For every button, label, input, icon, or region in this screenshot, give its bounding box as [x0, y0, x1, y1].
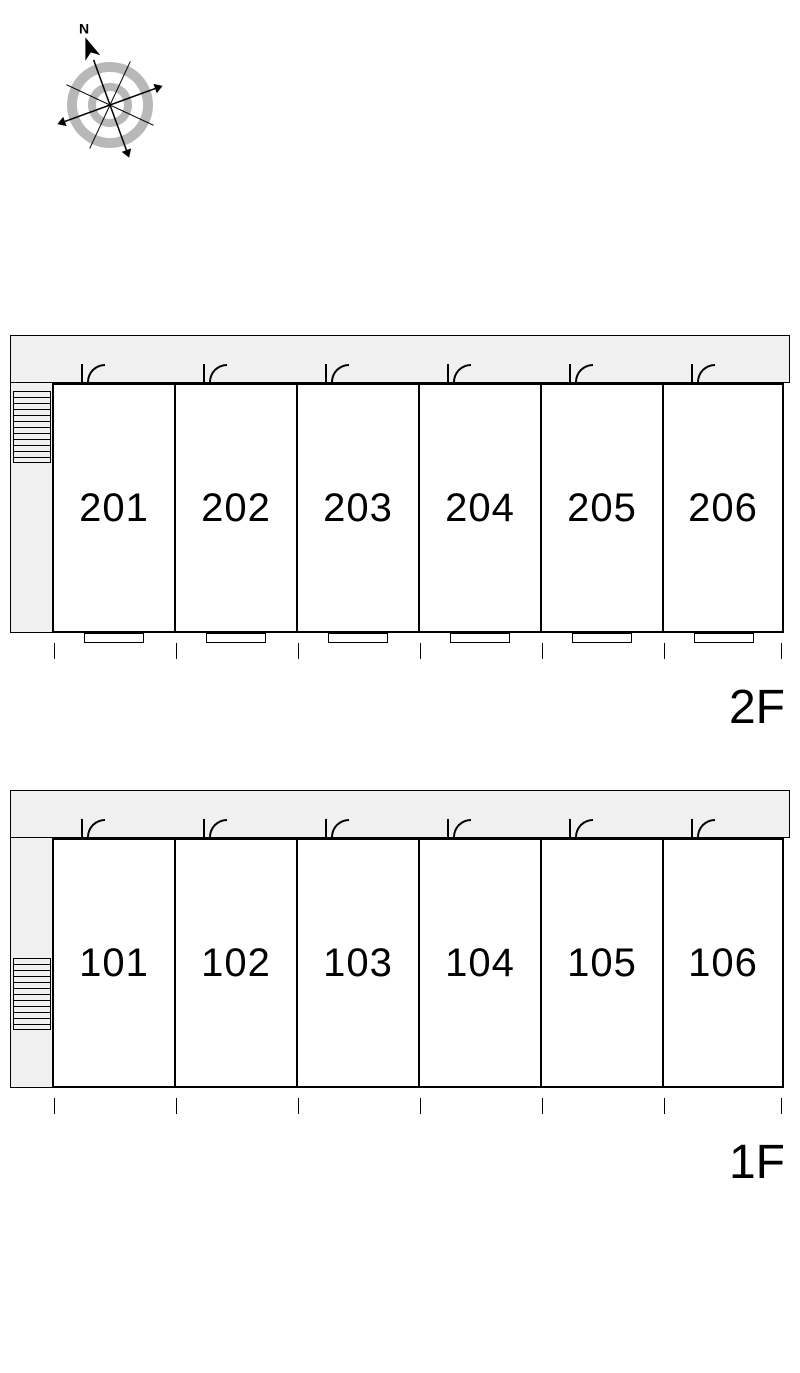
floor-1-stairs-area: [10, 838, 52, 1088]
tick-mark: [298, 1098, 299, 1114]
floor-1-units: 101 102 103 104 105 106: [52, 838, 784, 1088]
unit-205: 205: [540, 383, 662, 633]
unit-label: 101: [79, 941, 149, 986]
floor-2-units: 201 202 203 204 205 206: [52, 383, 784, 633]
tick-mark: [420, 643, 421, 659]
tick-mark: [176, 1098, 177, 1114]
unit-206: 206: [662, 383, 784, 633]
compass-north-label: N: [79, 21, 89, 37]
tick-mark: [298, 643, 299, 659]
unit-label: 203: [323, 486, 393, 531]
floor-2-corridor: [10, 335, 790, 383]
tick-mark: [420, 1098, 421, 1114]
unit-106: 106: [662, 838, 784, 1088]
window-icon: [84, 633, 144, 643]
unit-201: 201: [52, 383, 174, 633]
stairs-icon: [13, 391, 51, 463]
unit-203: 203: [296, 383, 418, 633]
tick-mark: [54, 1098, 55, 1114]
unit-label: 206: [688, 486, 758, 531]
window-icon: [694, 633, 754, 643]
unit-label: 204: [445, 486, 515, 531]
stairs-icon: [13, 958, 51, 1030]
tick-mark: [542, 643, 543, 659]
floor-1-plan: 101 102 103 104 105 106: [10, 790, 790, 838]
window-icon: [572, 633, 632, 643]
unit-label: 102: [201, 941, 271, 986]
tick-mark: [664, 643, 665, 659]
floor-2-label: 2F: [729, 680, 785, 735]
tick-mark: [664, 1098, 665, 1114]
unit-105: 105: [540, 838, 662, 1088]
compass-rose: N: [40, 20, 180, 175]
tick-mark: [54, 643, 55, 659]
unit-label: 104: [445, 941, 515, 986]
tick-mark: [542, 1098, 543, 1114]
tick-mark: [781, 1098, 782, 1114]
floor-1-label: 1F: [729, 1135, 785, 1190]
unit-204: 204: [418, 383, 540, 633]
window-icon: [450, 633, 510, 643]
unit-102: 102: [174, 838, 296, 1088]
unit-202: 202: [174, 383, 296, 633]
floor-2-stairs-area: [10, 383, 52, 633]
floor-1-corridor: [10, 790, 790, 838]
unit-label: 201: [79, 486, 149, 531]
unit-label: 105: [567, 941, 637, 986]
unit-label: 106: [688, 941, 758, 986]
unit-label: 202: [201, 486, 271, 531]
unit-104: 104: [418, 838, 540, 1088]
unit-label: 205: [567, 486, 637, 531]
window-icon: [206, 633, 266, 643]
unit-101: 101: [52, 838, 174, 1088]
unit-103: 103: [296, 838, 418, 1088]
tick-mark: [176, 643, 177, 659]
window-icon: [328, 633, 388, 643]
floor-2-plan: 201 202 203 204 205 206: [10, 335, 790, 383]
unit-label: 103: [323, 941, 393, 986]
tick-mark: [781, 643, 782, 659]
